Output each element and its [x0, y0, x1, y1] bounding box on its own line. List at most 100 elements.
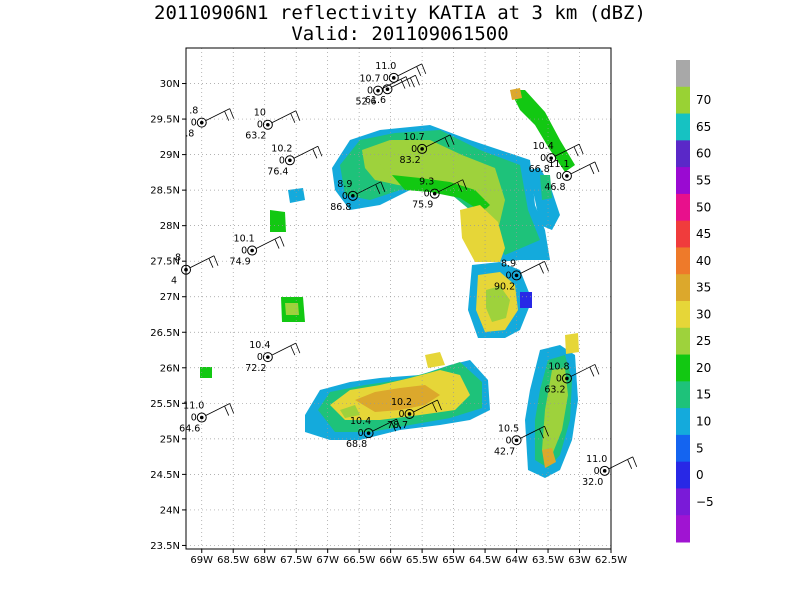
- ob-value-bottom: 78.7: [387, 420, 408, 431]
- echo-cell: [542, 448, 556, 468]
- ob-value-top: 8.9: [501, 258, 516, 269]
- colorbar-label: 0: [696, 468, 704, 482]
- lon-tick-label: 69W: [190, 555, 213, 566]
- wind-barb-flag: [589, 367, 595, 377]
- colorbar-label: 55: [696, 174, 711, 188]
- ob-value-bottom: 46.8: [544, 182, 565, 193]
- wind-barb: [189, 255, 215, 269]
- ob-value-bottom: 76.4: [267, 166, 288, 177]
- lon-tick-label: 62.5W: [595, 555, 627, 566]
- wind-barb-flag: [312, 149, 318, 159]
- station-circle: [284, 155, 295, 166]
- station-circle: [247, 245, 258, 256]
- station-circle: [599, 465, 610, 476]
- ob-value-bottom: 75.9: [412, 200, 433, 211]
- wind-barb: [413, 399, 438, 413]
- lon-tick-label: 63W: [568, 555, 591, 566]
- colorbar-swatch: [676, 60, 690, 88]
- wind-barb-flag: [449, 134, 455, 146]
- reflectivity-echoes: [200, 88, 579, 478]
- echo-cell: [285, 303, 299, 315]
- wind-barb-flag: [594, 364, 600, 375]
- station-dot: [432, 191, 437, 196]
- echo-cell: [270, 210, 286, 232]
- colorbar-label: 45: [696, 227, 711, 241]
- ob-value-mid: 0: [358, 428, 364, 439]
- colorbar-label: 30: [696, 307, 711, 321]
- wind-barb-flag: [295, 342, 301, 354]
- wind-barb-flag: [544, 261, 549, 272]
- station-circle: [404, 408, 415, 419]
- ob-value-bottom: 90.2: [494, 281, 515, 292]
- chart-title: 20110906N1 reflectivity KATIA at 3 km (d…: [154, 2, 646, 24]
- colorbar-swatch: [676, 327, 690, 356]
- station-circle: [546, 153, 557, 164]
- colorbar-swatch: [676, 274, 690, 302]
- wind-barb-flag: [444, 137, 450, 148]
- ob-value-bottom: 66.8: [529, 164, 550, 175]
- chart-subtitle: Valid: 201109061500: [291, 23, 509, 45]
- ob-value-bottom: 72.2: [245, 363, 266, 374]
- lat-tick-label: 26.5N: [150, 328, 180, 339]
- station-dot: [266, 355, 270, 359]
- colorbar-swatch: [676, 381, 690, 409]
- ob-value-mid: 0: [241, 246, 247, 257]
- ob-value-mid: 0: [383, 73, 389, 84]
- wind-barb: [608, 456, 633, 470]
- wind-barb-flag: [317, 146, 323, 157]
- wind-barb: [391, 74, 416, 88]
- station-circle: [561, 170, 572, 181]
- ob-value-top: 10.4: [533, 141, 554, 152]
- wind-barb-flag: [213, 255, 219, 266]
- echo-cell: [425, 352, 445, 368]
- colorbar-swatch: [676, 247, 690, 275]
- echo-cell: [486, 286, 510, 322]
- wind-barb-flag: [416, 66, 422, 77]
- ob-value-top: .8: [189, 106, 198, 117]
- lat-tick-label: 23.5N: [150, 541, 180, 552]
- lon-tick-label: 64.5W: [469, 555, 501, 566]
- colorbar-swatch: [676, 408, 690, 436]
- station-circle: [363, 428, 374, 439]
- ob-value-top: 10.2: [271, 143, 292, 154]
- station-circle: [262, 352, 273, 363]
- wind-barb-flag: [375, 184, 381, 194]
- colorbar-swatch: [676, 220, 690, 248]
- lat-tick-label: 27.5N: [150, 257, 180, 268]
- colorbar-label: 50: [696, 200, 711, 214]
- lat-tick-label: 24.5N: [150, 470, 180, 481]
- wind-barb-flag: [224, 406, 230, 416]
- wind-barb: [271, 110, 297, 124]
- wind-barb-flag: [279, 236, 285, 247]
- wind-barb-flag: [627, 459, 633, 469]
- ob-value-mid: 0: [424, 189, 430, 200]
- ob-value-top: 8: [175, 253, 181, 264]
- wind-barb-flag: [632, 456, 638, 467]
- colorbar-label: 35: [696, 281, 711, 295]
- station-circle: [262, 119, 273, 130]
- echo-cell: [510, 90, 575, 172]
- station-circle: [511, 435, 522, 446]
- station-dot: [565, 174, 569, 178]
- lon-tick-label: 63.5W: [532, 555, 564, 566]
- station-dot: [351, 194, 355, 198]
- wind-barb-flag: [400, 79, 406, 89]
- ob-value-bottom: 52.6: [355, 97, 376, 108]
- station-dot: [391, 76, 396, 80]
- wind-barb-flag: [589, 164, 595, 175]
- wind-barb-flag: [415, 75, 420, 86]
- lat-tick-label: 25N: [160, 434, 180, 445]
- colorbar-label: 60: [696, 147, 711, 161]
- station-dot: [199, 415, 204, 420]
- station-dot: [376, 88, 380, 93]
- wind-barb: [372, 418, 397, 432]
- lon-tick-label: 65W: [442, 555, 465, 566]
